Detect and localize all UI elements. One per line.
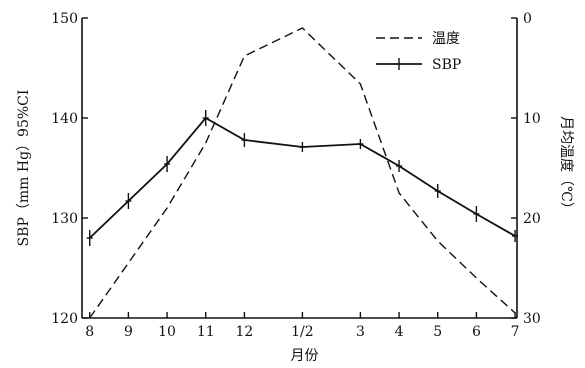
legend-label-temperature: 温度: [432, 31, 460, 47]
right-y-axis-title: 月均温度（℃）: [558, 116, 574, 216]
left-y-tick-label: 130: [51, 211, 78, 227]
left-y-tick-label: 140: [51, 111, 78, 127]
x-tick-label: 1/2: [291, 324, 314, 340]
x-tick-label: 8: [85, 324, 94, 340]
axes: 120 130 140 150 0 10 20 30 8 9 10 11 12 1/2 3 4 5 6 7 月份 SBP…: [16, 11, 574, 364]
sbp-line: [89, 116, 516, 239]
right-y-tick-label: 20: [523, 211, 541, 227]
x-tick-label: 6: [472, 324, 481, 340]
temperature-line: [89, 27, 516, 319]
legend-label-sbp: SBP: [432, 57, 461, 73]
x-tick-label: 5: [433, 324, 442, 340]
right-y-tick-label: 0: [523, 11, 532, 27]
x-tick-label: 4: [395, 324, 404, 340]
left-y-tick-label: 150: [51, 11, 78, 27]
left-y-tick-label: 120: [51, 311, 78, 327]
x-tick-label: 12: [235, 324, 253, 340]
x-tick-label: 3: [356, 324, 365, 340]
x-tick-label: 9: [124, 324, 133, 340]
left-y-axis-title: SBP（mm Hg）95%CI: [16, 90, 32, 247]
right-y-tick-label: 30: [523, 311, 541, 327]
x-tick-label: 7: [511, 324, 520, 340]
series-layer: [86, 27, 519, 319]
legend: 温度 SBP: [376, 31, 461, 73]
x-axis-title: 月份: [291, 348, 319, 364]
x-tick-label: 11: [197, 324, 215, 340]
x-tick-label: 10: [158, 324, 176, 340]
right-y-tick-label: 10: [523, 111, 541, 127]
